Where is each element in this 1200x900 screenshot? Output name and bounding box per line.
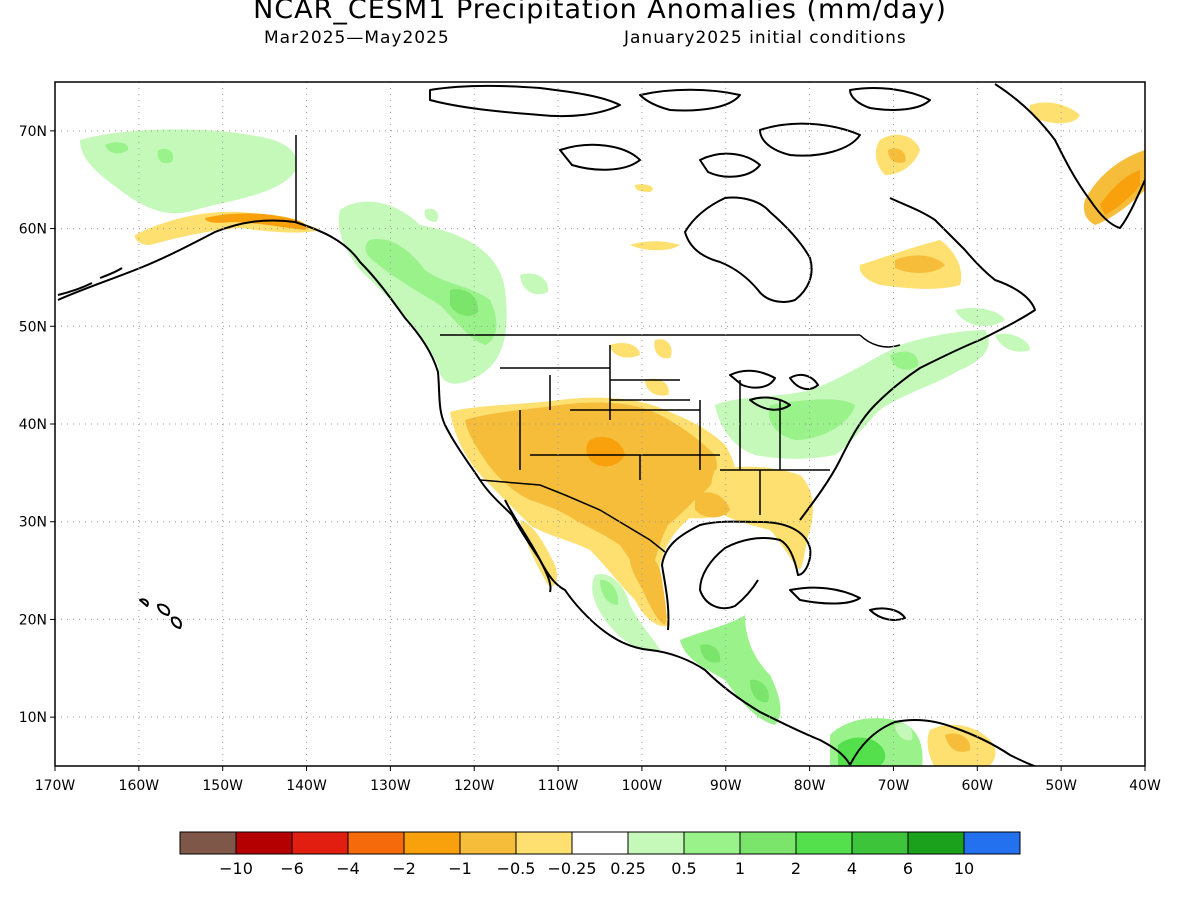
wet-anomaly-central-america — [680, 615, 781, 725]
lon-label: 160W — [119, 778, 160, 794]
season-subtitle: Mar2025—May2025 — [264, 28, 450, 48]
dry-anomaly-mexico-east — [629, 549, 667, 625]
dry-anomaly-southeast — [711, 466, 813, 570]
lon-label: 140W — [286, 778, 327, 794]
dry-anomaly-venezuela-core — [945, 733, 971, 752]
colorbar-label: 0.5 — [671, 859, 696, 878]
lon-label: 150W — [202, 778, 243, 794]
colorbar-swatch — [235, 831, 293, 855]
wet-anomaly-alaska — [80, 129, 297, 214]
colorbar-label: −4 — [336, 859, 360, 878]
lat-label: 60N — [19, 222, 47, 238]
colorbar-label: −10 — [219, 859, 253, 878]
dry-anomaly-baja — [520, 520, 558, 587]
colorbar-swatch — [795, 831, 853, 855]
wet-anomaly-central-america-core — [700, 644, 769, 703]
dry-anomaly-plains — [610, 339, 672, 396]
lon-label: 110W — [538, 778, 579, 794]
colorbar-swatch — [851, 831, 909, 855]
lon-label: 120W — [454, 778, 495, 794]
lat-lon-grid — [55, 82, 1145, 766]
colorbar-label: −1 — [448, 859, 472, 878]
lon-label: 170W — [35, 778, 76, 794]
colorbar-swatch — [683, 831, 741, 855]
colorbar-swatch — [515, 831, 573, 855]
colorbar-label: 4 — [847, 859, 857, 878]
dry-anomaly-hudson — [630, 184, 680, 251]
lat-label: 50N — [19, 319, 47, 335]
dry-anomaly-greenland-core — [1100, 170, 1140, 215]
colorbar-label: −0.5 — [497, 859, 536, 878]
wet-anomaly-ohio-core — [768, 399, 855, 440]
lon-label: 130W — [370, 778, 411, 794]
wet-anomaly-northeast — [715, 330, 989, 459]
lon-label: 70W — [878, 778, 910, 794]
colorbar-labels: −10 −6 −4 −2 −1 −0.5 −0.25 0.25 0.5 1 2 4 6 10 — [219, 859, 974, 878]
latitude-labels: 70N 60N 50N 40N 30N 20N 10N — [19, 124, 55, 726]
lat-label: 20N — [19, 612, 47, 628]
wet-anomaly-newengland — [890, 351, 919, 370]
init-subtitle: January2025 initial conditions — [624, 28, 907, 48]
dry-anomaly-gulf-core — [695, 492, 730, 518]
lon-label: 50W — [1045, 778, 1077, 794]
dry-anomaly-texas-core — [586, 436, 625, 467]
colorbar-swatch — [291, 831, 349, 855]
lat-label: 70N — [19, 124, 47, 140]
colorbar-label: −0.25 — [547, 859, 596, 878]
wet-anomaly-prairie — [520, 273, 549, 295]
wet-anomaly-bc-core — [365, 239, 497, 345]
lon-label: 40W — [1129, 778, 1161, 794]
wet-anomaly-yukon — [424, 208, 439, 222]
wet-anomaly-colombia-core — [838, 737, 886, 766]
longitude-labels: 170W 160W 150W 140W 130W 120W 110W 100W 90W 80W 70… — [35, 766, 1161, 794]
figure-title: NCAR_CESM1 Precipitation Anomalies (mm/d… — [253, 0, 947, 25]
colorbar-swatch — [459, 831, 517, 855]
colorbar-label: 1 — [735, 859, 745, 878]
lon-label: 80W — [794, 778, 826, 794]
lon-label: 90W — [710, 778, 742, 794]
lat-label: 40N — [19, 417, 47, 433]
lat-label: 30N — [19, 515, 47, 531]
wet-anomaly-bc-peak — [450, 289, 479, 316]
colorbar-swatch — [179, 831, 237, 855]
colorbar-label: 0.25 — [610, 859, 646, 878]
colorbar-swatch — [347, 831, 405, 855]
lon-label: 60W — [961, 778, 993, 794]
dry-anomaly-labrador-core — [895, 255, 945, 273]
colorbar-swatch — [963, 831, 1021, 855]
colorbar-label: 2 — [791, 859, 801, 878]
colorbar-swatch — [571, 831, 629, 855]
wet-anomaly-alaska-core — [105, 142, 174, 164]
colorbar-swatch — [907, 831, 965, 855]
anomaly-shading — [80, 102, 1145, 766]
political-boundaries — [295, 135, 901, 553]
lon-label: 100W — [622, 778, 663, 794]
colorbar-label: −6 — [280, 859, 304, 878]
dry-anomaly-baffin-core — [888, 148, 906, 163]
colorbar-label: 6 — [903, 859, 913, 878]
colorbar-label: −2 — [392, 859, 416, 878]
colorbar-swatch — [739, 831, 797, 855]
dry-anomaly-southwest-core — [465, 402, 717, 580]
lat-label: 10N — [19, 710, 47, 726]
dry-anomaly-greenland-north — [1029, 102, 1080, 124]
wet-anomaly-mexico-core — [600, 579, 619, 605]
colorbar-swatch — [627, 831, 685, 855]
colorbar-label: 10 — [954, 859, 974, 878]
wet-anomaly-caribbean-sa — [895, 723, 913, 741]
colorbar-legend — [179, 831, 1021, 855]
colorbar-swatch — [403, 831, 461, 855]
wet-anomaly-atlantic-canada — [955, 308, 1030, 352]
